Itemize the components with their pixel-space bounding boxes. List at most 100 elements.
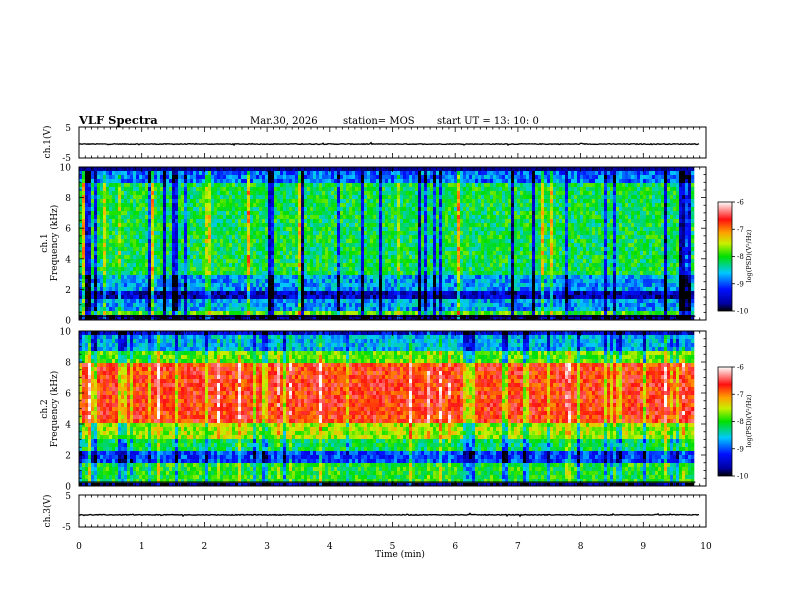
spectrogram-cell [274, 231, 278, 236]
spectrogram-cell [190, 315, 194, 320]
spectrogram-cell [151, 239, 155, 244]
spectrogram-cell [190, 283, 194, 288]
spectrogram-cell [121, 295, 125, 300]
spectrogram-cell [178, 227, 182, 232]
spectrogram-cell [103, 175, 107, 180]
spectrogram-cell [271, 231, 275, 236]
spectrogram-cell [115, 211, 119, 216]
spectrogram-cell [97, 307, 101, 312]
spectrogram-cell [142, 175, 146, 180]
figure-title: VLF Spectra [78, 113, 158, 127]
spectrogram-cell [91, 231, 95, 236]
spectrogram-cell [286, 167, 290, 172]
spectrogram-cell [256, 303, 260, 308]
spectrogram-cell [406, 235, 410, 240]
spectrogram-cell [142, 231, 146, 236]
spectrogram-cell [394, 231, 398, 236]
spectrogram-cell [94, 215, 98, 220]
spectrogram-cell [364, 263, 368, 268]
spectrogram-cell [361, 275, 365, 280]
spectrogram-cell [145, 227, 149, 232]
spectrogram-cell [391, 191, 395, 196]
spectrogram-cell [361, 291, 365, 296]
spectrogram-cell [193, 187, 197, 192]
spectrogram-cell [124, 307, 128, 312]
spectrogram-cell [346, 215, 350, 220]
spectrogram-cell [439, 243, 443, 248]
spectrogram-cell [268, 299, 272, 304]
spectrogram-cell [313, 207, 317, 212]
spectrogram-cell [313, 275, 317, 280]
spectrogram-cell [79, 251, 83, 256]
spectrogram-cell [346, 219, 350, 224]
spectrogram-cell [103, 191, 107, 196]
spectrogram-cell [181, 295, 185, 300]
spectrogram-cell [127, 275, 131, 280]
spectrogram-cell [169, 175, 173, 180]
spectrogram-cell [250, 275, 254, 280]
spectrogram-cell [127, 167, 131, 172]
spectrogram-cell [235, 311, 239, 316]
spectrogram-cell [82, 183, 86, 188]
spectrogram-cell [403, 227, 407, 232]
spectrogram-cell [136, 311, 140, 316]
spectrogram-cell [88, 243, 92, 248]
spectrogram-cell [346, 179, 350, 184]
spectrogram-cell [331, 235, 335, 240]
spectrogram-cell [310, 199, 314, 204]
spectrogram-cell [400, 175, 404, 180]
spectrogram-cell [361, 219, 365, 224]
spectrogram-cell [181, 259, 185, 264]
spectrogram-cell [361, 255, 365, 260]
spectrogram-cell [421, 171, 425, 176]
spectrogram-cell [256, 207, 260, 212]
spectrogram-cell [445, 203, 449, 208]
spectrogram-cell [175, 287, 179, 292]
spectrogram-cell [322, 247, 326, 252]
spectrogram-cell [166, 271, 170, 276]
spectrogram-cell [133, 267, 137, 272]
spectrogram-cell [319, 211, 323, 216]
spectrogram-cell [397, 215, 401, 220]
spectrogram-cell [229, 303, 233, 308]
spectrogram-cell [274, 223, 278, 228]
spectrogram-cell [247, 263, 251, 268]
spectrogram-cell [154, 207, 158, 212]
spectrogram-cell [124, 311, 128, 316]
spectrogram-cell [406, 175, 410, 180]
spectrogram-cell [109, 251, 113, 256]
spectrogram-cell [298, 195, 302, 200]
spectrogram-cell [79, 231, 83, 236]
spectrogram-cell [232, 195, 236, 200]
spectrogram-cell [190, 199, 194, 204]
spectrogram-cell [424, 203, 428, 208]
spectrogram-cell [325, 211, 329, 216]
spectrogram-cell [145, 267, 149, 272]
spectrogram-cell [295, 231, 299, 236]
spectrogram-cell [307, 175, 311, 180]
spectrogram-cell [91, 243, 95, 248]
spectrogram-cell [253, 271, 257, 276]
spectrogram-cell [184, 243, 188, 248]
spectrogram-cell [289, 283, 293, 288]
spectrogram-cell [121, 275, 125, 280]
spectrogram-cell [238, 227, 242, 232]
spectrogram-cell [442, 315, 446, 320]
spectrogram-cell [361, 227, 365, 232]
spectrogram-cell [151, 175, 155, 180]
spectrogram-cell [394, 263, 398, 268]
spectrogram-cell [331, 243, 335, 248]
spectrogram-cell [130, 247, 134, 252]
spectrogram-cell [148, 179, 152, 184]
spectrogram-cell [217, 235, 221, 240]
spectrogram-cell [139, 215, 143, 220]
spectrogram-cell [157, 175, 161, 180]
spectrogram-cell [226, 251, 230, 256]
spectrogram-cell [178, 315, 182, 320]
spectrogram-cell [352, 303, 356, 308]
spectrogram-cell [136, 167, 140, 172]
spectrogram-cell [226, 259, 230, 264]
spectrogram-cell [223, 183, 227, 188]
spectrogram-cell [313, 215, 317, 220]
spectrogram-cell [199, 311, 203, 316]
